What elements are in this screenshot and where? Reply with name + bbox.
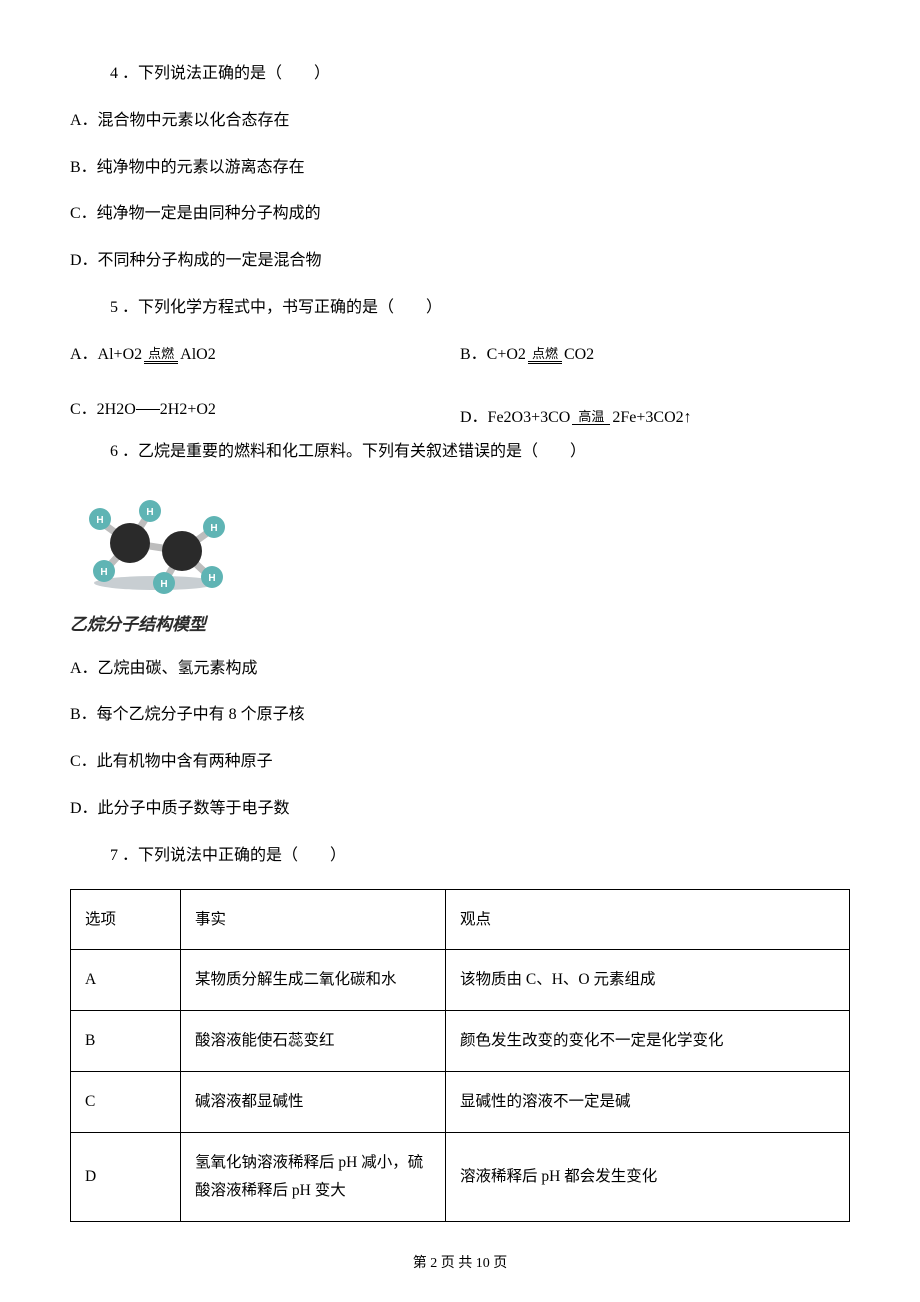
q5-opt-d: D．Fe2O3+3CO高温2Fe+3CO2↑ (460, 404, 850, 433)
table-row: A 某物质分解生成二氧化碳和水 该物质由 C、H、O 元素组成 (71, 950, 850, 1011)
q6-opt-d: D．此分子中质子数等于电子数 (70, 795, 850, 824)
q6-opt-c: C．此有机物中含有两种原子 (70, 748, 850, 777)
table-row: D 氢氧化钠溶液稀释后 pH 减小，硫酸溶液稀释后 pH 变大 溶液稀释后 pH… (71, 1133, 850, 1222)
q5-d-post: 2Fe+3CO2↑ (612, 409, 691, 426)
table-header-cell: 观点 (446, 889, 850, 950)
q4-stem: 4 ．下列说法正确的是（ ） (110, 60, 850, 89)
table-row: 选项 事实 观点 (71, 889, 850, 950)
reaction-line-icon (136, 409, 160, 410)
svg-text:H: H (100, 567, 107, 578)
table-cell: B (71, 1011, 181, 1072)
table-cell: 溶液稀释后 pH 都会发生变化 (446, 1133, 850, 1222)
q5-stem: 5 ．下列化学方程式中，书写正确的是（ ） (110, 294, 850, 323)
q6-opt-b: B．每个乙烷分子中有 8 个原子核 (70, 701, 850, 730)
q4-opt-b: B．纯净物中的元素以游离态存在 (70, 154, 850, 183)
svg-text:H: H (96, 515, 103, 526)
table-cell: A (71, 950, 181, 1011)
q5-opt-a: A．Al+O2点燃AlO2 (70, 341, 460, 370)
svg-text:H: H (146, 507, 153, 518)
reaction-arrow-icon: 点燃 (528, 347, 562, 364)
table-cell: C (71, 1072, 181, 1133)
q5-d-pre: D．Fe2O3+3CO (460, 409, 570, 426)
table-cell: 氢氧化钠溶液稀释后 pH 减小，硫酸溶液稀释后 pH 变大 (181, 1133, 446, 1222)
q5-c-pre: C．2H2O (70, 401, 136, 418)
reaction-arrow-icon: 高温 (572, 410, 610, 425)
q5-opt-c: C．2H2O 2H2+O2 (70, 396, 460, 425)
svg-text:H: H (210, 523, 217, 534)
q4-opt-c: C．纯净物一定是由同种分子构成的 (70, 200, 850, 229)
q5-b-post: CO2 (564, 346, 594, 363)
q5-b-pre: B．C+O2 (460, 346, 526, 363)
ethane-molecule-figure: H H H H H H 乙烷分子结构模型 (70, 485, 850, 640)
table-cell: 某物质分解生成二氧化碳和水 (181, 950, 446, 1011)
q6-opt-a: A．乙烷由碳、氢元素构成 (70, 655, 850, 684)
table-cell: 显碱性的溶液不一定是碱 (446, 1072, 850, 1133)
q4-opt-a: A．混合物中元素以化合态存在 (70, 107, 850, 136)
table-cell: 颜色发生改变的变化不一定是化学变化 (446, 1011, 850, 1072)
q6-stem: 6 ．乙烷是重要的燃料和化工原料。下列有关叙述错误的是（ ） (110, 438, 850, 467)
table-row: C 碱溶液都显碱性 显碱性的溶液不一定是碱 (71, 1072, 850, 1133)
table-cell: 碱溶液都显碱性 (181, 1072, 446, 1133)
ethane-molecule-icon: H H H H H H (70, 485, 250, 595)
svg-text:H: H (160, 579, 167, 590)
svg-text:H: H (208, 573, 215, 584)
table-cell: 该物质由 C、H、O 元素组成 (446, 950, 850, 1011)
q5-a-post: AlO2 (180, 346, 216, 363)
q5-a-pre: A．Al+O2 (70, 346, 142, 363)
table-header-cell: 事实 (181, 889, 446, 950)
q5-opt-b: B．C+O2点燃CO2 (460, 341, 850, 370)
q4-opt-d: D．不同种分子构成的一定是混合物 (70, 247, 850, 276)
table-cell: 酸溶液能使石蕊变红 (181, 1011, 446, 1072)
table-header-cell: 选项 (71, 889, 181, 950)
table-row: B 酸溶液能使石蕊变红 颜色发生改变的变化不一定是化学变化 (71, 1011, 850, 1072)
page-footer: 第 2 页 共 10 页 (0, 1251, 920, 1276)
q7-stem: 7 ．下列说法中正确的是（ ） (110, 842, 850, 871)
q5-c-post: 2H2+O2 (160, 401, 216, 418)
molecule-caption: 乙烷分子结构模型 (70, 610, 850, 641)
reaction-arrow-icon: 点燃 (144, 347, 178, 364)
table-cell: D (71, 1133, 181, 1222)
q7-table: 选项 事实 观点 A 某物质分解生成二氧化碳和水 该物质由 C、H、O 元素组成… (70, 889, 850, 1222)
